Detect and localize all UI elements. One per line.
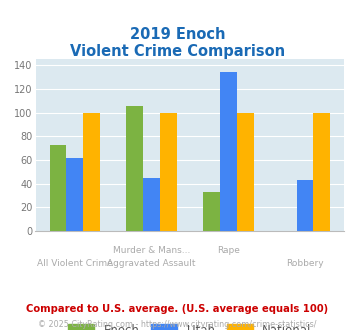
Bar	[143, 178, 160, 231]
Bar	[220, 72, 237, 231]
Text: All Violent Crime: All Violent Crime	[37, 259, 113, 268]
Bar	[126, 106, 143, 231]
Bar	[50, 145, 66, 231]
Text: Rape: Rape	[217, 246, 240, 255]
Text: 2019 Enoch: 2019 Enoch	[130, 27, 225, 42]
Text: Compared to U.S. average. (U.S. average equals 100): Compared to U.S. average. (U.S. average …	[26, 304, 329, 314]
Text: Robbery: Robbery	[286, 259, 324, 268]
Bar	[83, 113, 100, 231]
Text: Violent Crime Comparison: Violent Crime Comparison	[70, 44, 285, 59]
Text: © 2025 CityRating.com - https://www.cityrating.com/crime-statistics/: © 2025 CityRating.com - https://www.city…	[38, 319, 317, 329]
Text: Aggravated Assault: Aggravated Assault	[107, 259, 196, 268]
Bar	[237, 113, 253, 231]
Bar	[313, 113, 330, 231]
Bar	[160, 113, 177, 231]
Bar	[296, 180, 313, 231]
Text: Murder & Mans...: Murder & Mans...	[113, 246, 190, 255]
Bar	[203, 192, 220, 231]
Legend: Enoch, Utah, National: Enoch, Utah, National	[64, 319, 316, 330]
Bar	[66, 158, 83, 231]
